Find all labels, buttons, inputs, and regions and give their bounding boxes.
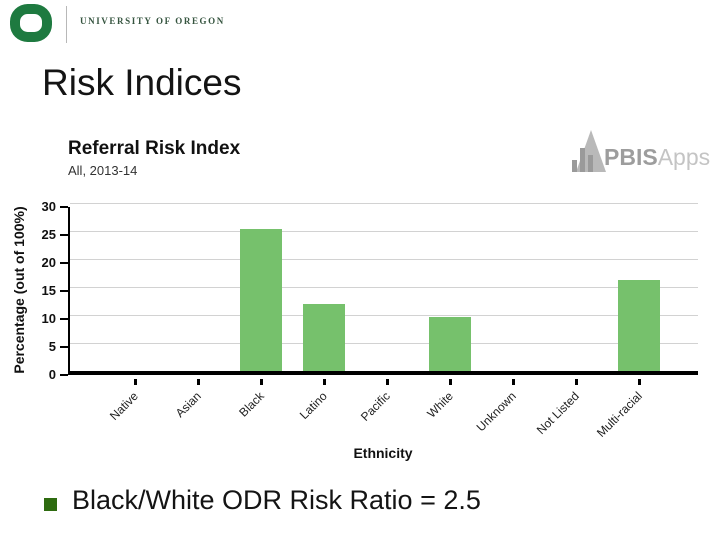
y-axis-tick	[60, 374, 68, 376]
y-axis-tick-label: 5	[48, 339, 56, 354]
y-axis-tick-label: 30	[41, 199, 56, 214]
x-axis-tick	[386, 379, 389, 385]
y-axis-tick	[60, 318, 68, 320]
y-axis-title: Percentage (out of 100%)	[11, 206, 27, 374]
gridline	[70, 315, 698, 316]
y-axis-tick-label: 0	[48, 367, 56, 382]
x-axis-title: Ethnicity	[353, 445, 413, 461]
x-axis-tick	[323, 379, 326, 385]
bullet-item: Black/White ODR Risk Ratio = 2.5	[44, 485, 684, 525]
bar-multi-racial	[618, 280, 660, 371]
x-axis-tick	[134, 379, 137, 385]
x-axis-tick	[260, 379, 263, 385]
x-axis-tick	[197, 379, 200, 385]
pbis-apps-wordmark: PBISApps	[604, 144, 710, 171]
bullet-square-icon	[44, 498, 57, 511]
gridline	[70, 231, 698, 232]
page-title: Risk Indices	[42, 62, 242, 103]
x-axis-tick	[638, 379, 641, 385]
pbis-text-bold: PBIS	[604, 144, 658, 170]
x-axis-tick	[449, 379, 452, 385]
gridline	[70, 287, 698, 288]
plot-area	[68, 203, 698, 375]
y-axis-tick	[60, 290, 68, 292]
gridline	[70, 259, 698, 260]
gridline	[70, 343, 698, 344]
bar-white	[429, 317, 471, 371]
referral-risk-chart: Referral Risk Index All, 2013-14 PBISApp…	[0, 130, 720, 475]
gridline	[70, 203, 698, 204]
pbis-text-light: Apps	[657, 144, 711, 170]
uo-logo: UNIVERSITY OF OREGON	[10, 3, 230, 45]
y-axis-tick-label: 15	[41, 283, 56, 298]
bullet-text: Black/White ODR Risk Ratio = 2.5	[72, 485, 481, 515]
y-axis-tick-label: 20	[41, 255, 56, 270]
bar-black	[240, 229, 282, 371]
pbis-mountain-icon	[572, 130, 606, 172]
chart-title: Referral Risk Index	[68, 138, 241, 159]
y-axis-tick-label: 10	[41, 311, 56, 326]
university-wordmark: UNIVERSITY OF OREGON	[80, 16, 225, 26]
y-axis-tick	[60, 346, 68, 348]
x-axis-tick	[575, 379, 578, 385]
x-axis-tick	[512, 379, 515, 385]
y-axis-tick	[60, 262, 68, 264]
pbis-apps-logo: PBISApps	[572, 130, 712, 182]
y-axis-tick	[60, 206, 68, 208]
logo-divider	[66, 6, 67, 43]
bar-latino	[303, 303, 345, 371]
y-axis-tick-label: 25	[41, 227, 56, 242]
uo-o-icon	[10, 4, 52, 42]
y-axis-tick	[60, 234, 68, 236]
chart-subtitle: All, 2013-14	[68, 163, 138, 178]
